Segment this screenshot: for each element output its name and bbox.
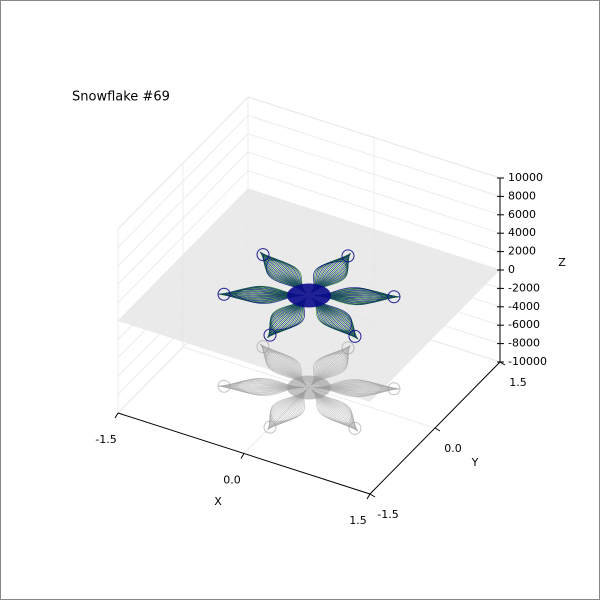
x-tick-label: 0.0 [223, 474, 241, 487]
z-tick-label: 10000 [508, 171, 543, 184]
x-tick-label: 1.5 [349, 514, 367, 527]
y-tick-label: 0.0 [444, 442, 462, 455]
snowflake-tip [256, 340, 270, 354]
z-tick-label: 0 [508, 263, 515, 276]
z-tick-label: -6000 [508, 318, 540, 331]
y-tick [434, 427, 441, 432]
snowflake-tip [217, 379, 231, 393]
snowflake-tip [256, 248, 270, 262]
grid-line [117, 96, 501, 230]
snowflake-core [287, 375, 331, 400]
chart-title: Snowflake #69 [72, 90, 170, 105]
z-tick-label: -10000 [508, 355, 547, 368]
x-tick [366, 493, 371, 500]
x-tick-label: -1.5 [95, 433, 116, 446]
snowflake-tip [217, 287, 231, 301]
snowflake-tip [341, 249, 355, 263]
snowflake [118, 189, 500, 435]
z-tick-label: 4000 [508, 226, 536, 239]
z-tick-label: 8000 [508, 189, 536, 202]
snowflake-tip [341, 341, 355, 355]
x-axis-label: X [214, 495, 222, 508]
snowflake-tip [348, 421, 362, 435]
y-tick-label: -1.5 [377, 508, 398, 521]
y-tick [369, 493, 376, 498]
z-tick-label: -4000 [508, 300, 540, 313]
z-tick-label: 6000 [508, 208, 536, 221]
snowflake-tip [387, 290, 401, 304]
grid-line [117, 170, 501, 303]
snowflake-tip [263, 420, 277, 434]
x-tick [114, 412, 119, 419]
snowflake-tip [348, 329, 362, 343]
y-tick-label: 1.5 [509, 376, 527, 389]
snowflake-tip [387, 382, 401, 396]
z-axis-label: Z [558, 256, 566, 269]
z-tick-label: 2000 [508, 245, 536, 258]
snowflake-tip [263, 328, 277, 342]
snowflake-core [287, 283, 331, 308]
grid-line [117, 133, 501, 267]
y-axis-label: Y [471, 456, 479, 469]
axes: -1.5 0.0 1.5 -1.5 0.0 1.5 -10000 -8000 -6000 -400… [95, 171, 566, 527]
grid-line [117, 114, 501, 248]
x-tick [240, 453, 245, 459]
grid-line [117, 151, 501, 285]
z-tick-label: -8000 [508, 337, 540, 350]
z-tick-label: -2000 [508, 281, 540, 294]
